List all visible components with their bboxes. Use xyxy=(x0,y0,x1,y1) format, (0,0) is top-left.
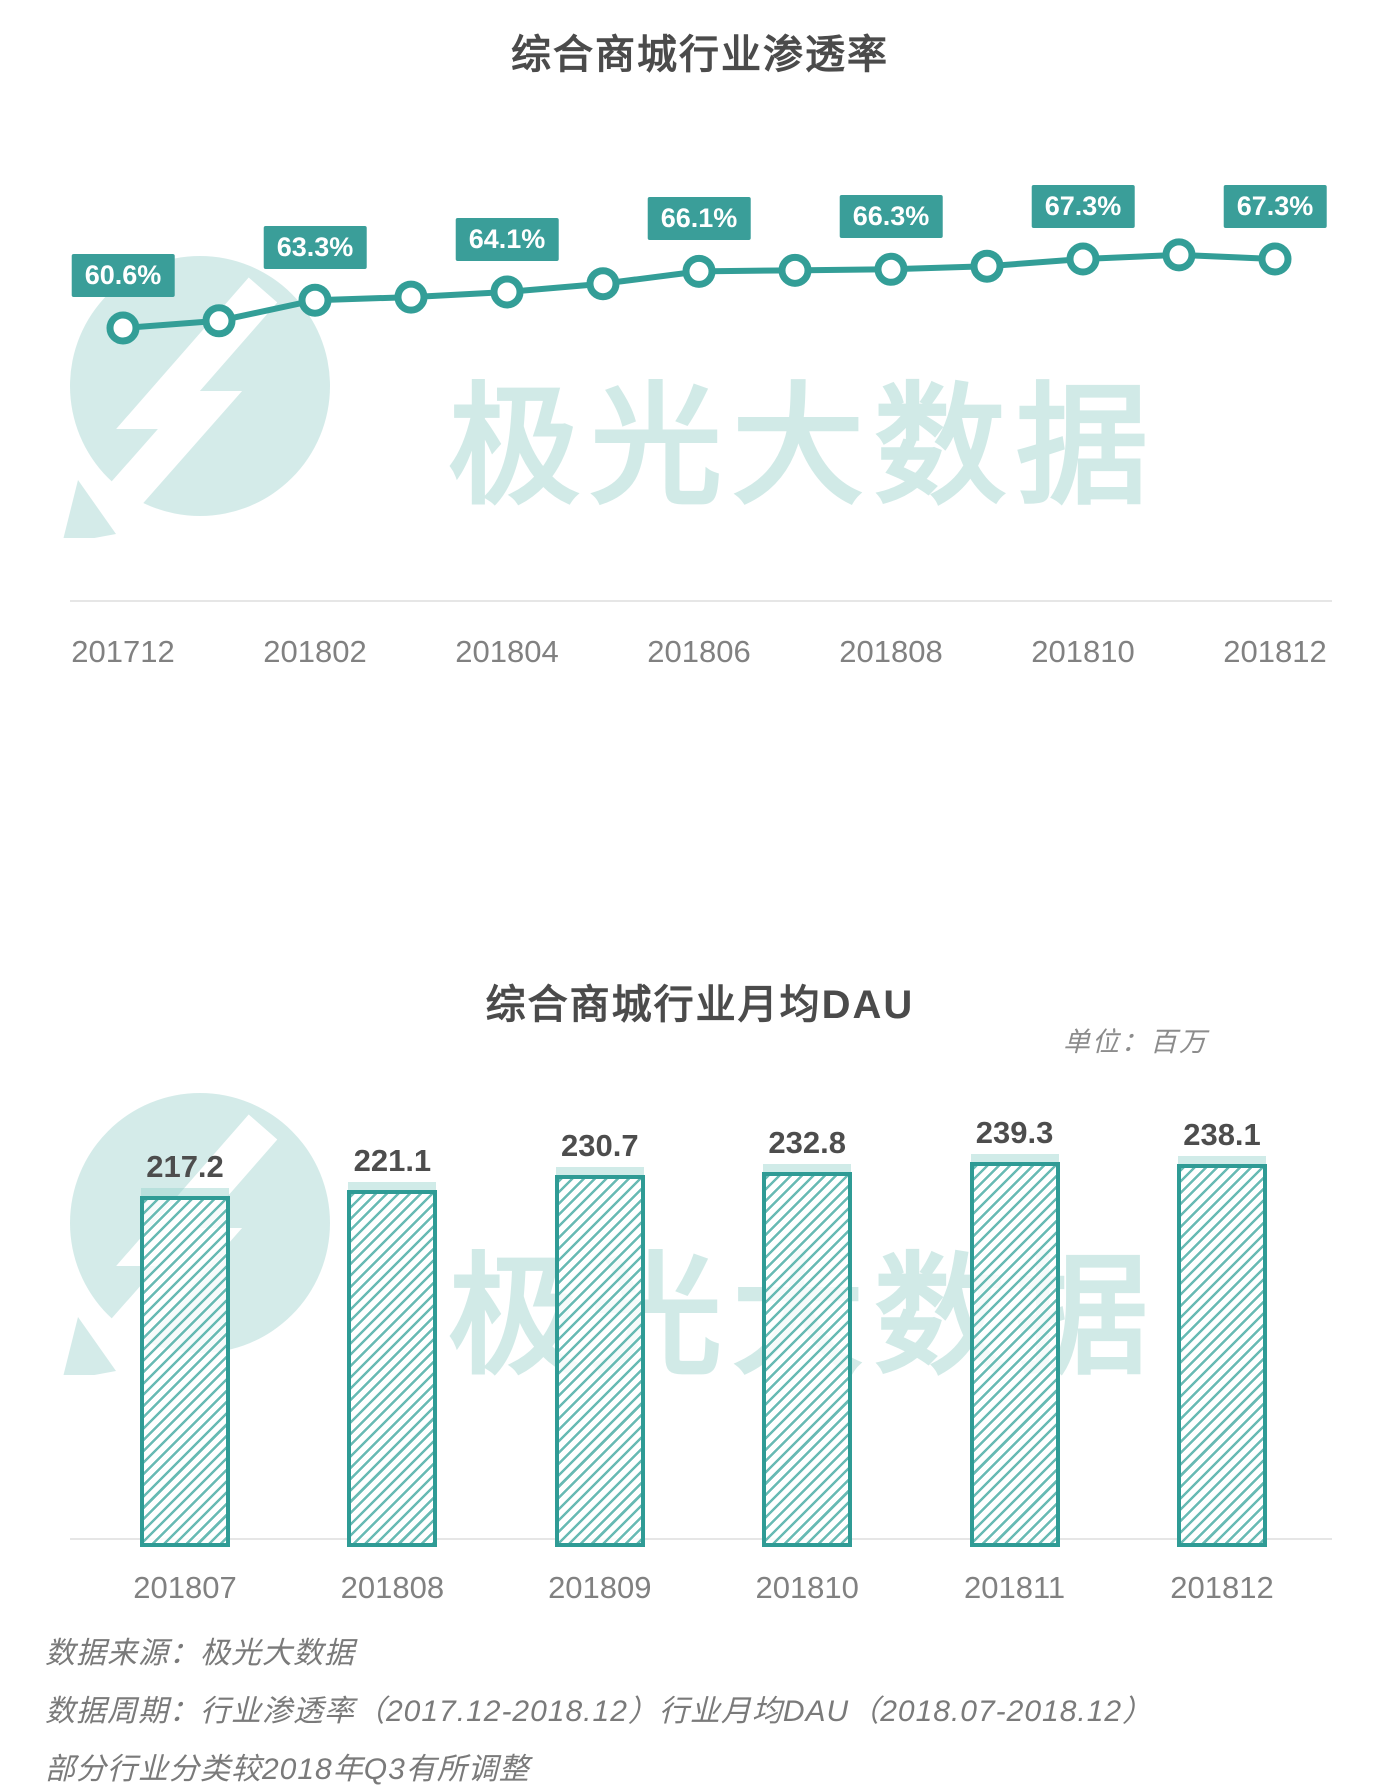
bar-value-label: 217.2 xyxy=(146,1149,224,1185)
dau-bar xyxy=(554,1175,645,1547)
dau-bar xyxy=(762,1171,853,1547)
x-tick-label: 201811 xyxy=(964,1570,1066,1605)
line-point xyxy=(1066,242,1100,276)
penetration-line-plot xyxy=(106,238,1292,345)
x-tick-label: 201812 xyxy=(1170,1570,1274,1605)
x-tick-label: 201808 xyxy=(340,1570,445,1605)
x-tick-label: 201807 xyxy=(133,1570,237,1605)
line-point xyxy=(1162,238,1196,272)
point-value-label: 67.3% xyxy=(1223,184,1327,228)
footer-data-source: 数据来源：极光大数据 xyxy=(45,1637,355,1670)
dau-chart-title: 综合商城行业月均DAU xyxy=(485,983,915,1027)
line-point xyxy=(970,249,1004,283)
x-tick-label: 201712 xyxy=(71,634,175,669)
point-value-label: 63.3% xyxy=(263,226,367,270)
x-tick-label: 201810 xyxy=(1031,634,1135,669)
point-value-label: 66.3% xyxy=(839,195,943,239)
point-value-label: 60.6% xyxy=(71,254,175,297)
line-point xyxy=(298,283,332,317)
footer-note: 部分行业分类较2018年Q3有所调整 xyxy=(45,1753,530,1786)
bar-value-label: 239.3 xyxy=(975,1114,1054,1150)
watermark-text: 极光大数据 xyxy=(448,373,1158,520)
x-tick-label: 201802 xyxy=(263,634,367,669)
dau-bar xyxy=(140,1196,230,1547)
x-tick-label: 201810 xyxy=(755,1570,859,1605)
line-point xyxy=(394,280,428,314)
bar-value-label: 230.7 xyxy=(561,1128,639,1164)
line-point xyxy=(106,311,140,345)
bar-value-label: 221.1 xyxy=(353,1143,432,1179)
x-axis-line-top xyxy=(70,600,1332,602)
line-point xyxy=(778,253,812,287)
bar-value-label: 238.1 xyxy=(1183,1116,1261,1152)
dau-bar xyxy=(1177,1163,1267,1547)
unit-label: 单位：百万 xyxy=(1063,1027,1208,1057)
line-point xyxy=(874,252,908,286)
x-tick-label: 201808 xyxy=(839,634,943,669)
dau-bar xyxy=(969,1161,1060,1547)
x-axis-line-bottom xyxy=(70,1538,1332,1540)
dau-bar xyxy=(347,1190,438,1547)
line-point xyxy=(682,254,716,288)
x-tick-label: 201812 xyxy=(1223,634,1327,669)
line-point xyxy=(202,304,236,338)
point-value-label: 67.3% xyxy=(1031,184,1135,228)
line-point xyxy=(586,267,620,301)
x-tick-label: 201804 xyxy=(455,634,559,669)
penetration-chart-title: 综合商城行业渗透率 xyxy=(511,33,889,77)
x-tick-label: 201809 xyxy=(548,1570,652,1605)
footer-data-period: 数据周期：行业渗透率（2017.12-2018.12）行业月均DAU（2018.… xyxy=(45,1695,1154,1728)
bar-value-label: 232.8 xyxy=(768,1124,846,1160)
point-value-label: 64.1% xyxy=(455,217,559,261)
x-tick-label: 201806 xyxy=(647,634,751,669)
point-value-label: 66.1% xyxy=(647,197,751,241)
line-point xyxy=(490,275,524,309)
line-point xyxy=(1258,242,1292,276)
